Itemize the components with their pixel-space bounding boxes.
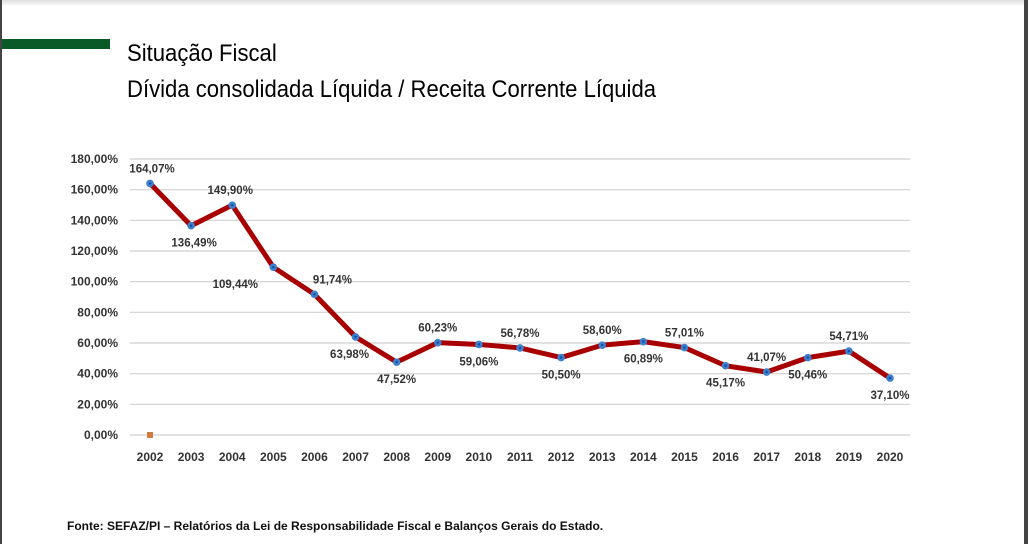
data-point-center [231,203,234,207]
y-tick-label: 80,00% [77,305,118,319]
data-point-center [354,335,357,339]
data-label: 50,46% [788,370,827,382]
data-point-center [847,349,851,353]
x-tick-label: 2013 [589,450,616,464]
data-point-center [477,343,481,346]
y-tick-label: 120,00% [71,244,119,258]
data-point-center [313,293,316,296]
data-label: 149,90% [208,185,253,197]
y-tick-label: 100,00% [71,275,119,289]
left-border [0,0,2,544]
y-tick-label: 0,00% [84,428,118,442]
x-tick-label: 2002 [137,450,164,464]
x-tick-label: 2016 [712,450,739,464]
y-tick-label: 180,00% [71,152,119,166]
data-label: 56,78% [500,328,539,340]
data-point-center [642,340,645,343]
data-label: 50,50% [542,370,581,382]
data-point-center [724,364,727,367]
x-tick-label: 2020 [877,450,904,464]
data-label: 60,23% [418,323,457,335]
data-point-center [806,356,809,359]
top-shadow [0,0,1028,6]
data-point-center [888,376,892,380]
y-tick-label: 60,00% [77,336,118,350]
data-point-center [559,356,563,359]
accent-bar [2,39,110,49]
x-tick-label: 2012 [548,450,575,464]
data-label: 58,60% [583,325,622,337]
x-tick-label: 2007 [342,450,369,464]
data-point-center [765,370,768,374]
x-tick-label: 2010 [466,450,493,464]
data-point-center [436,341,439,344]
data-point-center [272,265,275,269]
x-tick-label: 2006 [301,450,328,464]
data-label: 60,89% [624,354,663,366]
x-tick-label: 2004 [219,450,246,464]
data-label: 37,10% [870,390,909,402]
data-label: 57,01% [665,328,704,340]
page-subtitle: Dívida consolidada Líquida / Receita Cor… [127,76,657,103]
data-label: 164,07% [129,163,174,175]
data-label: 109,44% [213,279,258,291]
data-label: 91,74% [313,274,352,286]
stray-marker [147,432,153,438]
data-label: 59,06% [459,356,498,368]
data-point-center [601,343,604,347]
right-border [1024,0,1028,544]
data-label: 45,17% [706,378,745,390]
x-tick-label: 2003 [178,450,205,464]
y-tick-label: 160,00% [71,183,119,197]
x-tick-label: 2005 [260,450,287,464]
data-point-center [518,346,522,350]
data-label: 63,98% [330,349,369,361]
data-point-center [148,182,152,185]
data-label: 47,52% [377,374,416,386]
x-tick-label: 2011 [507,450,533,464]
data-point-center [395,360,398,364]
data-label: 136,49% [171,238,216,250]
x-tick-label: 2008 [383,450,410,464]
data-point-center [189,224,193,227]
y-tick-label: 140,00% [71,213,119,227]
data-label: 54,71% [829,331,868,343]
source-note: Fonte: SEFAZ/PI – Relatórios da Lei de R… [67,519,604,533]
x-tick-label: 2017 [753,450,780,464]
data-point-center [683,346,686,349]
y-tick-label: 20,00% [77,397,118,411]
page-title: Situação Fiscal [127,40,277,67]
x-tick-label: 2009 [424,450,451,464]
x-tick-label: 2019 [836,450,863,464]
y-tick-label: 40,00% [77,367,118,381]
x-tick-label: 2014 [630,450,657,464]
x-tick-label: 2015 [671,450,698,464]
x-tick-label: 2018 [794,450,821,464]
data-label: 41,07% [747,352,786,364]
